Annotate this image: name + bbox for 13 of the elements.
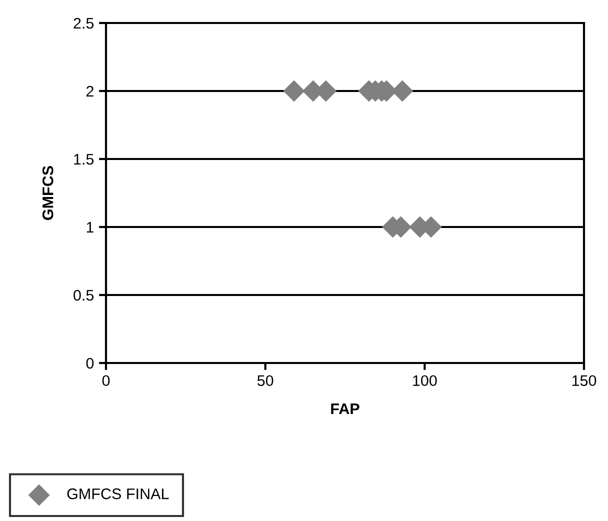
x-tick-label: 100 [413,375,437,386]
y-tick-label: 0.5 [74,290,94,301]
y-axis-title: GMFCS [42,166,54,220]
x-tick-label: 0 [102,375,110,386]
y-tick-label: 2.5 [74,18,94,29]
x-tick-label: 150 [572,375,596,386]
y-tick-label: 1.5 [74,154,94,165]
y-tick-label: 0 [86,358,94,369]
legend-label: GMFCS FINAL [67,488,169,500]
y-tick-label: 1 [86,222,94,233]
y-tick-label: 2 [86,86,94,97]
x-tick-label: 50 [257,375,274,386]
x-axis-title: FAP [331,403,360,414]
